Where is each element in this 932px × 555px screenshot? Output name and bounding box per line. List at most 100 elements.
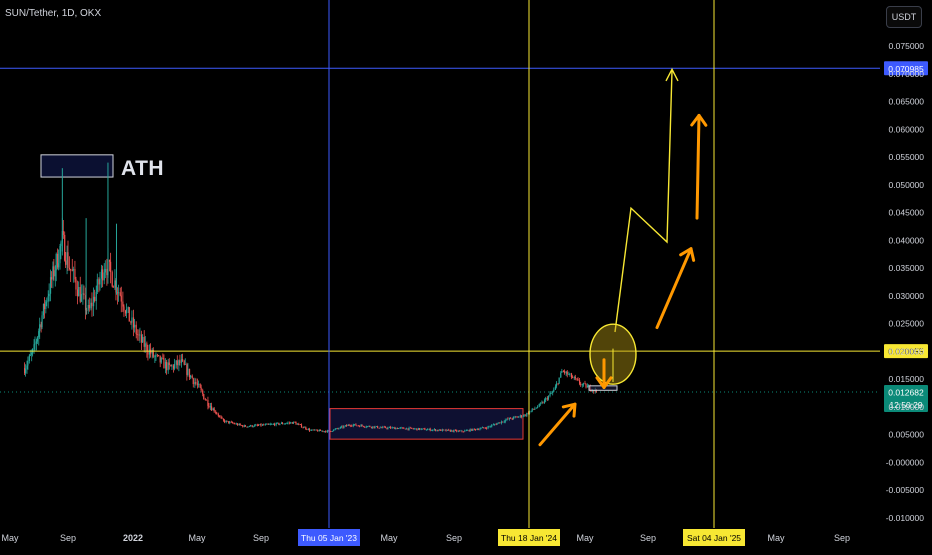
y-tick-label: 0.010000 xyxy=(889,402,925,412)
candle-body xyxy=(290,422,292,424)
candle-body xyxy=(525,414,527,416)
candle-body xyxy=(314,429,316,431)
y-tick-label: 0.020000 xyxy=(889,346,925,356)
drawing-layer-back xyxy=(0,154,880,440)
candle-body xyxy=(527,412,530,414)
candle-body xyxy=(321,430,323,432)
currency-button[interactable]: USDT xyxy=(886,6,922,28)
candle-body xyxy=(468,429,470,432)
candle-body xyxy=(534,408,536,410)
y-tick-label: 0.030000 xyxy=(889,291,925,301)
candle-body xyxy=(498,422,500,424)
y-tick-label: -0.005000 xyxy=(886,485,925,495)
candle-body xyxy=(392,427,394,429)
candle-body xyxy=(210,406,213,411)
candle-body xyxy=(294,421,296,423)
candle-body xyxy=(260,424,262,426)
candle-body xyxy=(404,428,406,430)
candle-body xyxy=(207,400,209,406)
candle-body xyxy=(394,427,396,430)
candle-body xyxy=(357,425,360,427)
candle-body xyxy=(300,424,303,428)
candle-body xyxy=(27,361,29,366)
candle-body xyxy=(221,417,223,419)
grid-layer xyxy=(880,0,932,550)
candle-body xyxy=(138,334,140,336)
candle-body xyxy=(577,379,579,381)
candle-body xyxy=(111,272,113,287)
candle-body xyxy=(503,421,505,423)
current-price-label: 0.012682 xyxy=(888,388,924,398)
current-price-badge xyxy=(884,385,928,413)
candle-body xyxy=(585,383,587,388)
candle-body xyxy=(473,428,476,430)
candle-body xyxy=(310,430,312,431)
y-tick-label: 0.035000 xyxy=(889,263,925,273)
y-axis: 0.075000 0.070000 0.065000 0.060000 0.055000… xyxy=(886,41,925,523)
candle-body xyxy=(340,426,343,428)
candle-body xyxy=(176,360,178,366)
candle-body xyxy=(29,354,31,356)
candle-body xyxy=(147,351,149,355)
candle-body xyxy=(235,423,238,425)
candle-body xyxy=(318,429,320,432)
candle-body xyxy=(484,427,486,429)
candle-body xyxy=(452,430,454,432)
candle-body xyxy=(281,422,284,424)
candle-body xyxy=(379,427,381,429)
candle-body xyxy=(485,428,487,429)
drawing-layer: 0.070985 0.020055 Thu 05 Jan '23 Thu 18 Jan… xyxy=(0,0,928,546)
candle-body xyxy=(238,423,240,426)
candle-body xyxy=(136,334,138,335)
candle-body xyxy=(38,331,40,338)
candle-body xyxy=(251,425,253,427)
candle-body xyxy=(41,315,43,328)
candle-body xyxy=(303,427,305,428)
candle-body xyxy=(495,424,497,426)
candle-body xyxy=(255,424,257,426)
candle-body xyxy=(172,365,175,369)
candle-body xyxy=(60,242,62,247)
candle-body xyxy=(148,349,151,355)
candle-body xyxy=(580,383,582,386)
candle-body xyxy=(151,349,153,354)
candle-body xyxy=(391,427,393,429)
countdown-label: 12:50:29 xyxy=(889,400,922,410)
candle-body xyxy=(369,425,371,427)
candle-body xyxy=(450,430,452,432)
candle-body xyxy=(517,416,519,418)
orange-arrow-1 xyxy=(538,402,577,447)
candle-body xyxy=(187,368,189,375)
candle-body xyxy=(561,370,563,373)
candle-body xyxy=(174,364,176,369)
candle-body xyxy=(343,426,345,428)
candle-body xyxy=(166,361,168,371)
candle-body xyxy=(205,399,207,401)
candle-body xyxy=(57,253,59,268)
y-tick-label: 0.025000 xyxy=(889,319,925,329)
candle-body xyxy=(291,422,293,424)
date-badge xyxy=(298,529,360,546)
candle-body xyxy=(241,425,243,426)
candle-body xyxy=(371,426,374,428)
candle-body xyxy=(122,301,124,307)
candle-body xyxy=(442,429,445,431)
arrow-head xyxy=(690,113,708,127)
candle-body xyxy=(490,426,492,428)
symbol-label[interactable]: SUN/Tether, 1D, OKX xyxy=(5,8,102,19)
candle-body xyxy=(416,428,418,430)
x-tick-label: Sep xyxy=(640,533,656,543)
candle-body xyxy=(115,280,117,293)
candle-body xyxy=(337,428,339,430)
candle-body xyxy=(405,428,408,430)
candle-body xyxy=(264,424,266,426)
candle-body xyxy=(24,368,26,374)
candle-body xyxy=(218,415,220,417)
candle-body xyxy=(108,259,111,262)
x-tick-label: Sep xyxy=(446,533,462,543)
candle-body xyxy=(403,427,405,429)
candle-body xyxy=(178,360,180,366)
candle-body xyxy=(270,424,272,425)
candle-body xyxy=(461,430,463,432)
